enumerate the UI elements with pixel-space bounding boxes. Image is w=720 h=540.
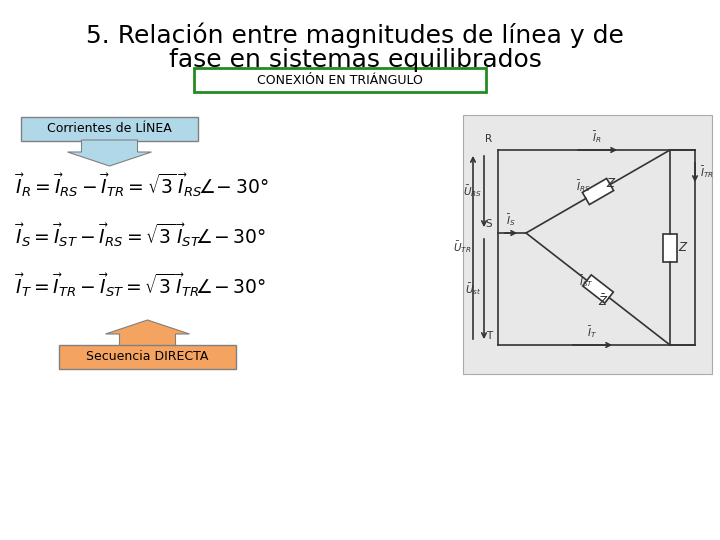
Text: $\bar{U}_{TR}$: $\bar{U}_{TR}$ [452, 240, 471, 255]
Text: CONEXIÓN EN TRIÁNGULO: CONEXIÓN EN TRIÁNGULO [257, 73, 423, 86]
Text: $\bar{I}_S$: $\bar{I}_S$ [506, 212, 516, 228]
Polygon shape [582, 275, 613, 303]
Text: T: T [486, 331, 492, 341]
Text: Z: Z [678, 241, 686, 254]
Text: Z: Z [606, 177, 614, 190]
Text: $\vec{I}_T = \vec{I}_{TR} - \vec{I}_{ST} = \sqrt{3}\,\vec{I}_{TR}\!\angle\!-30°$: $\vec{I}_T = \vec{I}_{TR} - \vec{I}_{ST}… [15, 271, 266, 299]
Text: $\bar{U}_{RS}$: $\bar{U}_{RS}$ [463, 184, 482, 199]
Text: $\vec{I}_S = \vec{I}_{ST} - \vec{I}_{RS} = \sqrt{3}\,\vec{I}_{ST}\!\angle\!-30°$: $\vec{I}_S = \vec{I}_{ST} - \vec{I}_{RS}… [15, 221, 266, 249]
Text: $\bar{Z}$: $\bar{Z}$ [598, 293, 608, 309]
Polygon shape [68, 140, 151, 166]
Text: $\bar{I}_R$: $\bar{I}_R$ [593, 129, 602, 145]
Text: S: S [485, 219, 492, 229]
Text: Secuencia DIRECTA: Secuencia DIRECTA [86, 350, 209, 363]
Text: fase en sistemas equilibrados: fase en sistemas equilibrados [168, 48, 541, 72]
Polygon shape [582, 178, 613, 205]
FancyBboxPatch shape [194, 68, 486, 92]
Text: R: R [485, 134, 492, 144]
Text: Corrientes de LÍNEA: Corrientes de LÍNEA [47, 123, 172, 136]
FancyBboxPatch shape [463, 115, 712, 374]
Polygon shape [663, 233, 677, 261]
Text: $\bar{I}_T$: $\bar{I}_T$ [587, 324, 597, 340]
Polygon shape [106, 320, 189, 346]
FancyBboxPatch shape [21, 117, 198, 141]
Text: $\bar{I}_{ST}$: $\bar{I}_{ST}$ [579, 273, 593, 289]
Text: 5. Relación entre magnitudes de línea y de: 5. Relación entre magnitudes de línea y … [86, 22, 624, 48]
Text: $\bar{I}_{TR}$: $\bar{I}_{TR}$ [700, 164, 714, 180]
Text: $\bar{I}_{RS}$: $\bar{I}_{RS}$ [576, 179, 590, 194]
Text: $\vec{I}_R = \vec{I}_{RS} - \vec{I}_{TR} = \sqrt{3}\,\vec{I}_{RS}\!\angle\!-30°$: $\vec{I}_R = \vec{I}_{RS} - \vec{I}_{TR}… [15, 171, 269, 199]
Text: $\bar{U}_{st}$: $\bar{U}_{st}$ [465, 281, 482, 297]
FancyBboxPatch shape [59, 345, 236, 369]
